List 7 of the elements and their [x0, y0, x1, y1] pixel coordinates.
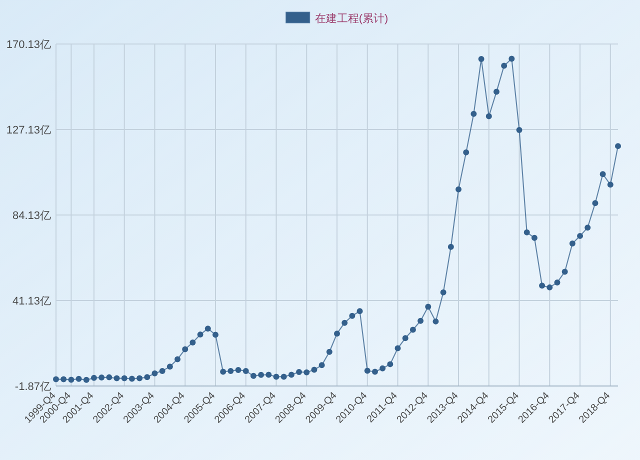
- y-tick-label: 170.13亿: [6, 39, 51, 51]
- legend: 在建工程(累计): [286, 12, 388, 25]
- y-tick-label: 84.13亿: [12, 210, 51, 222]
- legend-label: 在建工程(累计): [314, 12, 388, 25]
- y-tick-label: 41.13亿: [12, 296, 51, 308]
- y-tick-label: 127.13亿: [6, 124, 51, 136]
- y-tick-label: -1.87亿: [14, 381, 51, 393]
